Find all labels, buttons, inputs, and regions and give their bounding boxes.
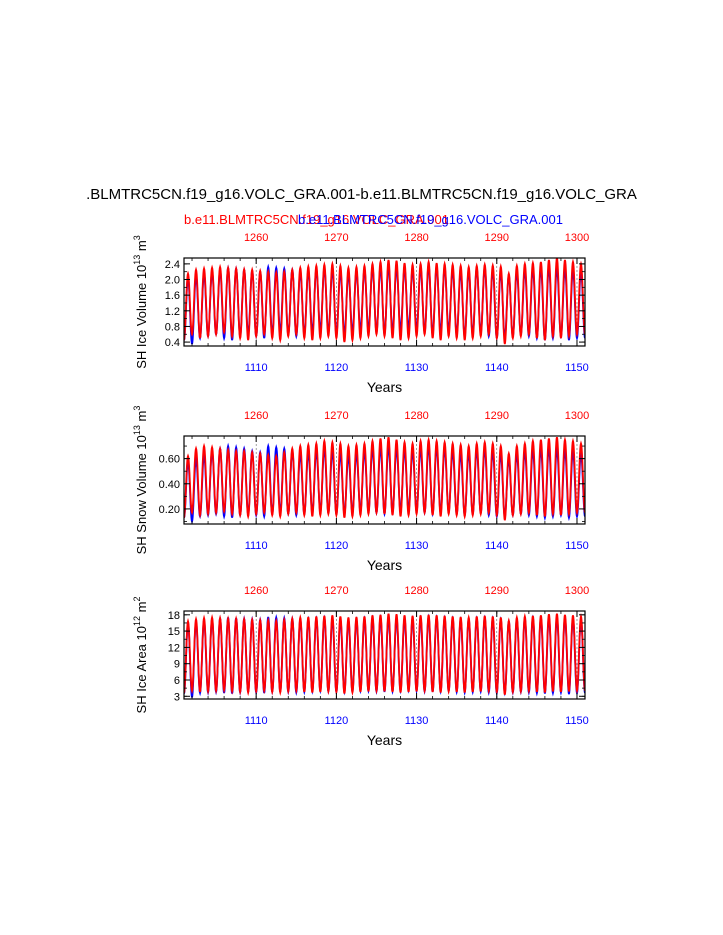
figure-title-text: .BLMTRC5CN.f19_g16.VOLC_GRA.001-b.e11.BL…: [86, 186, 637, 203]
panel-2-top-x-tick-label-2: 1280: [404, 410, 428, 422]
panel-2-y-tick-label-1: 0.40: [159, 479, 180, 491]
panel-3-x-tick-label-4: 1150: [565, 715, 589, 727]
panel-3-y-tick-label-5: 18: [168, 610, 180, 622]
panel-2-x-tick-label-4: 1150: [565, 540, 589, 552]
panel-3-top-x-tick-label-2: 1280: [404, 585, 428, 597]
panel-2-x-tick-label-3: 1140: [485, 540, 509, 552]
y-label-main: SH Ice Area 10: [134, 626, 149, 713]
y-label-main: SH Snow Volume 10: [134, 435, 149, 554]
panel-1-y-tick-label-0: 0.4: [165, 337, 180, 349]
panel-2-top-x-tick-label-0: 1260: [244, 410, 268, 422]
panel-2-x-tick-label-1: 1120: [325, 540, 349, 552]
legend-label-red: b.e11.BLMTRC5CN.f19_g16.VOLC_GRA.001: [184, 212, 449, 227]
panel-3-y-tick-label-4: 15: [168, 626, 180, 638]
y-label-exponent: 12: [132, 616, 142, 626]
panel-1-top-x-tick-label-2: 1280: [404, 232, 428, 244]
panel-3-y-tick-label-1: 6: [174, 675, 180, 687]
panel-3-x-tick-label-2: 1130: [405, 715, 429, 727]
panel-3-x-tick-label-3: 1140: [485, 715, 509, 727]
panel-3-y-axis-label: SH Ice Area 1012 m2: [132, 597, 149, 714]
panel-3-series-red-line: [184, 612, 585, 697]
panel-3-top-x-tick-label-4: 1300: [565, 585, 589, 597]
panel-1-top-x-tick-label-3: 1290: [485, 232, 509, 244]
chart-panel-2: 0.20 0.40 0.60 1110 1120 1130 1140 1150 1260 1270…: [132, 406, 589, 573]
panel-2-y-tick-label-2: 0.60: [159, 454, 180, 466]
chart-panel-3: 3 6 9 12 15 18 1110 1120 1130 1140 1150 1260 1270 128…: [132, 585, 589, 748]
chart-panel-1: 0.4 0.8 1.2 1.6 2.0 2.4 1110 1120 1130 1140 1150 12…: [132, 232, 589, 395]
panel-1-top-x-tick-label-1: 1270: [324, 232, 348, 244]
panel-1-y-tick-label-1: 0.8: [165, 321, 180, 333]
y-label-unit-exponent: 3: [132, 235, 142, 240]
panel-3-y-tick-label-2: 9: [174, 659, 180, 671]
panel-2-series-red-line: [184, 436, 585, 521]
panel-1-x-axis-label: Years: [367, 379, 402, 395]
panel-1-y-axis-label: SH Ice Volume 1013 m3: [132, 235, 149, 369]
y-label-unit-exponent: 3: [132, 406, 142, 411]
panel-1-x-tick-label-4: 1150: [565, 362, 589, 374]
panel-2-top-x-tick-label-3: 1290: [485, 410, 509, 422]
panel-2-y-axis-label: SH Snow Volume 1013 m3: [132, 406, 149, 555]
panel-3-top-x-tick-label-1: 1270: [324, 585, 348, 597]
y-label-unit-exponent: 2: [132, 597, 142, 602]
panel-3-y-tick-label-0: 3: [174, 691, 180, 703]
panel-1-top-x-tick-label-0: 1260: [244, 232, 268, 244]
y-label-exponent: 13: [132, 425, 142, 435]
panel-1-y-tick-label-5: 2.4: [165, 259, 180, 271]
panel-3-x-tick-label-1: 1120: [325, 715, 349, 727]
panel-3-top-x-tick-label-0: 1260: [244, 585, 268, 597]
y-label-unit: m: [134, 240, 149, 254]
panel-2-top-x-tick-label-4: 1300: [565, 410, 589, 422]
panel-2-x-tick-label-2: 1130: [405, 540, 429, 552]
panel-3-y-tick-label-3: 12: [168, 642, 180, 654]
panel-2-top-x-tick-label-1: 1270: [324, 410, 348, 422]
panel-1-series-red-line: [184, 258, 585, 345]
y-label-unit: m: [134, 602, 149, 616]
panel-1-x-tick-label-2: 1130: [405, 362, 429, 374]
panel-1-y-tick-label-4: 2.0: [165, 275, 180, 287]
panel-2-x-tick-label-0: 1110: [245, 540, 268, 552]
panel-3-x-axis-label: Years: [367, 732, 402, 748]
panel-3-top-x-tick-label-3: 1290: [485, 585, 509, 597]
panel-1-x-tick-label-0: 1110: [245, 362, 268, 374]
y-label-unit: m: [134, 411, 149, 425]
panel-1-x-tick-label-1: 1120: [325, 362, 349, 374]
legend-label-blue: b.e11.BLMTRC5CN.f19_g16.VOLC_GRA.001: [298, 212, 563, 227]
panel-2-x-axis-label: Years: [367, 557, 402, 573]
panel-1-top-x-tick-label-4: 1300: [565, 232, 589, 244]
figure-title: .BLMTRC5CN.f19_g16.VOLC_GRA.001-b.e11.BL…: [0, 186, 723, 208]
y-label-main: SH Ice Volume 10: [134, 265, 149, 369]
panel-1-x-tick-label-3: 1140: [485, 362, 509, 374]
panel-1-y-tick-label-2: 1.2: [165, 306, 180, 318]
panel-2-y-tick-label-0: 0.20: [159, 504, 180, 516]
panel-3-x-tick-label-0: 1110: [245, 715, 268, 727]
y-label-exponent: 13: [132, 255, 142, 265]
panel-1-y-tick-label-3: 1.6: [165, 290, 180, 302]
